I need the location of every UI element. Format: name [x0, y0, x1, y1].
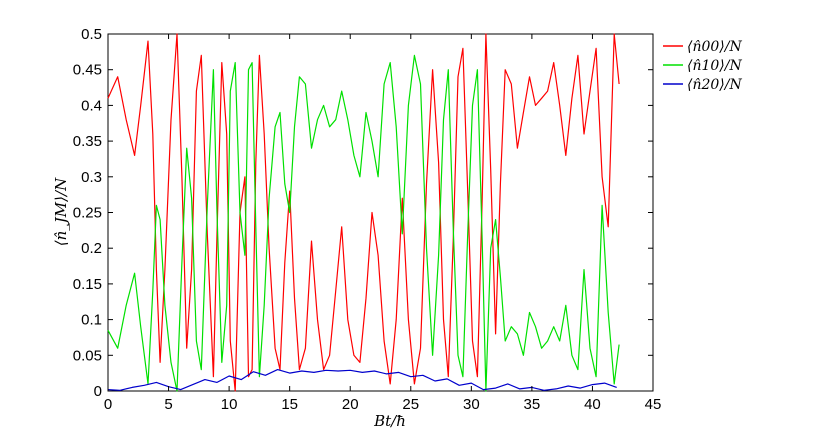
x-tick-label: 30: [463, 396, 480, 413]
x-tick-label: 15: [281, 396, 298, 413]
x-tick-label: 35: [524, 396, 541, 413]
y-tick-label: 0.05: [73, 347, 102, 364]
legend: ⟨n̂00⟩/N ⟨n̂10⟩/N ⟨n̂20⟩/N: [663, 39, 742, 93]
y-tick-label: 0.5: [81, 26, 102, 43]
tick-layer: 0 5 10 15 20 25 30 35 40 45 0 0.05 0.1 0.15 0.2 0.25 0.3…: [73, 26, 662, 413]
y-tick-label: 0.1: [81, 312, 102, 329]
plot-frame: [107, 33, 654, 392]
x-tick-label: 45: [645, 396, 662, 413]
x-axis-label: Bt/ħ: [373, 412, 406, 430]
y-tick-label: 0: [94, 383, 102, 400]
y-tick-label: 0.15: [73, 276, 102, 293]
x-tick-label: 5: [164, 396, 172, 413]
y-tick-label: 0.2: [81, 240, 102, 257]
legend-label-0: ⟨n̂00⟩/N: [687, 39, 742, 55]
series-line-1: [107, 54, 620, 392]
legend-label-1: ⟨n̂10⟩/N: [687, 58, 742, 74]
x-tick-label: 40: [584, 396, 601, 413]
series-line-0: [107, 33, 620, 392]
x-tick-label: 20: [342, 396, 359, 413]
x-tick-label: 0: [104, 396, 112, 413]
plot-area: [107, 33, 654, 392]
y-axis-label: ⟨n̂_JM⟩/N: [52, 177, 70, 246]
y-tick-label: 0.4: [81, 97, 102, 114]
x-tick-label: 25: [402, 396, 419, 413]
x-tick-label: 10: [221, 396, 238, 413]
legend-label-2: ⟨n̂20⟩/N: [687, 77, 742, 93]
y-tick-label: 0.3: [81, 169, 102, 186]
y-tick-label: 0.25: [73, 205, 102, 222]
y-tick-label: 0.45: [73, 62, 102, 79]
y-tick-label: 0.35: [73, 133, 102, 150]
